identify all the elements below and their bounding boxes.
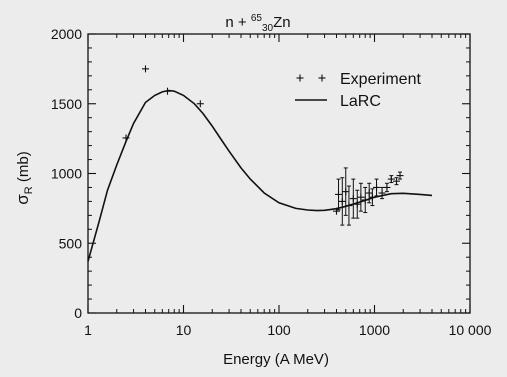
legend: Experiment LaRC	[295, 71, 421, 110]
title-prefix: n +	[225, 14, 250, 31]
y-label-symbol: σ	[13, 194, 32, 205]
experiment-point	[378, 186, 386, 200]
y-axis-label: σR (mb)	[13, 151, 35, 204]
experiment-point	[335, 178, 343, 211]
experiment-point	[122, 134, 130, 142]
experiment-point	[332, 207, 340, 215]
experiment-point	[365, 182, 373, 204]
y-label-unit: (mb)	[15, 151, 32, 186]
experiment-point	[196, 100, 204, 108]
x-tick-label: 1	[84, 322, 92, 338]
legend-larc-label: LaRC	[340, 93, 381, 110]
experiment-point	[361, 186, 369, 214]
chart-title: n + 6530Zn	[225, 13, 290, 34]
experiment-point	[393, 177, 401, 186]
title-atomic-number: 30	[262, 23, 274, 34]
title-element: Zn	[273, 14, 291, 31]
y-tick-label: 0	[74, 305, 82, 321]
experiment-point	[349, 178, 357, 219]
x-tick-label: 10 000	[449, 322, 492, 338]
experiment-point	[396, 171, 404, 180]
y-label-subscript: R	[23, 186, 35, 194]
experiment-point	[141, 65, 149, 73]
x-tick-label: 1000	[359, 322, 390, 338]
y-tick-label: 2000	[51, 26, 82, 42]
experiment-point	[342, 167, 350, 216]
y-tick-label: 1500	[51, 96, 82, 112]
experiment-point	[383, 182, 391, 193]
experiment-point	[164, 87, 172, 95]
legend-experiment-label: Experiment	[340, 71, 421, 88]
x-axis-label: Energy (A MeV)	[223, 351, 329, 368]
plot-area: 1 10 100 1000 10 000 0 500 1000 1500 2000 Experime…	[51, 26, 492, 338]
experiment-point	[368, 188, 376, 207]
y-tick-label: 1000	[51, 166, 82, 182]
experiment-point	[338, 177, 346, 226]
larc-curve	[87, 89, 433, 262]
experiment-point	[373, 178, 381, 197]
x-tick-label: 10	[176, 322, 192, 338]
experiment-point	[353, 189, 361, 219]
experiment-point	[387, 175, 395, 184]
title-mass-number: 65	[251, 13, 263, 24]
x-tick-label: 100	[267, 322, 291, 338]
experiment-point	[345, 185, 353, 226]
y-tick-label: 500	[59, 235, 83, 251]
experiment-point	[357, 182, 365, 212]
